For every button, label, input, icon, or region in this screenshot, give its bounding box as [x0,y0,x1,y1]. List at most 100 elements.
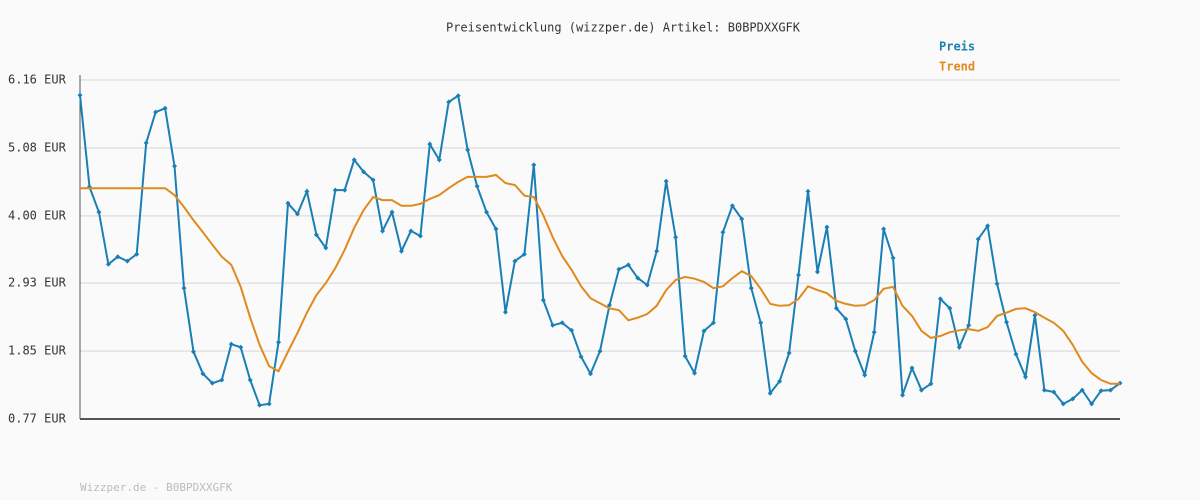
point-marker [105,261,111,267]
point-marker [115,254,121,260]
point-marker [805,188,811,194]
point-marker [361,169,367,175]
point-marker [323,245,329,251]
point-marker [181,285,187,291]
point-marker [616,266,622,272]
point-marker [1089,401,1095,407]
point-marker [351,157,357,163]
point-marker [1013,351,1019,357]
point-marker [1070,396,1076,402]
y-tick-label: 0.77 EUR [8,412,67,426]
point-marker [777,378,783,384]
point-marker [588,371,594,377]
point-marker [512,258,518,264]
y-tick-label: 6.16 EUR [8,73,67,87]
point-marker [446,99,452,105]
point-marker [900,392,906,398]
point-marker [720,229,726,235]
point-marker [200,371,206,377]
point-marker [77,92,83,98]
point-marker [710,320,716,326]
point-marker [228,341,234,347]
point-marker [956,344,962,350]
point-marker [143,140,149,146]
point-marker [947,305,953,311]
point-marker [814,269,820,275]
point-marker [994,281,1000,287]
point-marker [1098,388,1104,394]
point-marker [682,353,688,359]
point-marker [124,258,130,264]
point-marker [701,328,707,334]
point-marker [862,372,868,378]
series-line [80,173,1120,385]
point-marker [455,93,461,99]
point-marker [474,183,480,189]
point-marker [389,209,395,215]
chart-title: Preisentwicklung (wizzper.de) Artikel: B… [446,21,801,35]
point-marker [531,162,537,168]
y-tick-label: 4.00 EUR [8,208,67,222]
point-marker [569,327,575,333]
point-marker [606,302,612,308]
y-tick-label: 1.85 EUR [8,344,67,358]
point-marker [540,297,546,303]
point-marker [417,233,423,239]
point-marker [937,296,943,302]
point-marker [890,255,896,261]
point-marker [918,387,924,393]
point-marker [767,390,773,396]
point-marker [1041,387,1047,393]
point-marker [247,377,253,383]
point-marker [625,262,631,268]
point-marker [663,178,669,184]
point-marker [465,147,471,153]
point-marker [692,370,698,376]
point-marker [729,203,735,209]
point-marker [673,234,679,240]
point-marker [1022,374,1028,380]
point-marker [550,322,556,328]
point-marker [408,228,414,234]
point-marker [1004,319,1010,325]
point-marker [739,216,745,222]
point-marker [521,251,527,257]
point-marker [833,305,839,311]
point-marker [276,339,282,345]
point-marker [502,309,508,315]
point-marker [597,348,603,354]
point-marker [370,177,376,183]
point-marker [209,380,215,386]
point-marker [238,344,244,350]
point-marker [493,226,499,232]
point-marker [559,320,565,326]
point-marker [219,377,225,383]
point-marker [644,282,650,288]
point-marker [96,209,102,215]
point-marker [881,226,887,232]
point-marker [578,354,584,360]
point-marker [852,348,858,354]
point-marker [966,322,972,328]
point-marker [975,236,981,242]
point-marker [928,381,934,387]
footer: Wizzper.de - B0BPDXXGFK [80,481,233,494]
point-marker [871,329,877,335]
point-marker [380,228,386,234]
point-marker [843,316,849,322]
y-tick-label: 2.93 EUR [8,276,67,290]
point-marker [294,211,300,217]
point-marker [162,105,168,111]
point-marker [1108,387,1114,393]
point-marker [332,187,338,193]
point-marker [285,200,291,206]
point-marker [153,109,159,115]
legend-label: Trend [939,60,975,74]
y-tick-label: 5.08 EUR [8,140,67,154]
point-marker [313,232,319,238]
legend-label: Preis [939,40,975,54]
point-marker [484,209,490,215]
point-marker [635,275,641,281]
